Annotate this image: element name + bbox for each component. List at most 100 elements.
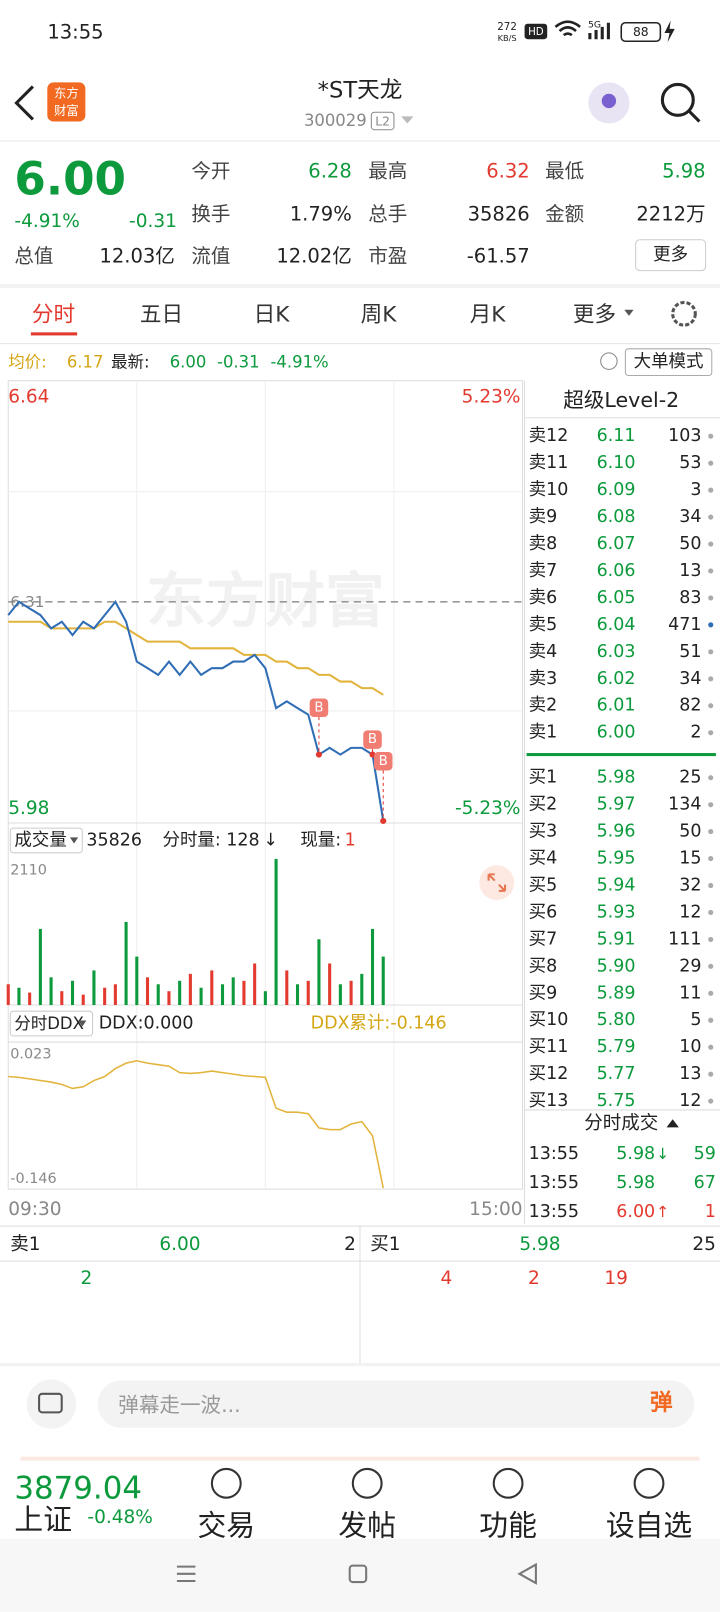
book-price: 5.80 [597, 1010, 636, 1030]
more-button-text[interactable]: 更多 [653, 245, 688, 265]
barrage-placeholder[interactable]: 弹幕走一波... [118, 1393, 240, 1417]
book-price: 6.03 [597, 642, 636, 662]
signal-icon [588, 22, 610, 40]
tab[interactable]: 更多 [573, 302, 616, 327]
book-label: 买7 [529, 929, 558, 949]
book-dot [708, 936, 714, 942]
volume-selector[interactable] [9, 827, 83, 854]
book-dot [708, 595, 714, 601]
volume-bar [274, 858, 278, 1006]
trade-time: 13:55 [529, 1144, 579, 1164]
nav-icon [492, 1467, 524, 1499]
book-dot [708, 882, 714, 889]
more-button[interactable] [635, 239, 707, 272]
trade-time: 13:55 [529, 1173, 579, 1193]
book-price: 6.07 [597, 534, 636, 554]
book-label: 卖4 [529, 642, 558, 662]
search-button[interactable] [660, 82, 695, 117]
bq-volume: 2 [344, 1234, 356, 1255]
nav-item[interactable]: 交易 [197, 1508, 255, 1542]
book-dot [708, 829, 714, 835]
volume-bar [295, 984, 300, 1006]
home-button[interactable] [348, 1564, 368, 1584]
nav-item[interactable]: 设自选 [606, 1508, 692, 1542]
selector-arrow [69, 837, 79, 844]
mode-button-text[interactable]: 大单模式 [634, 352, 704, 372]
tab[interactable]: 日K [254, 302, 291, 327]
book-price: 6.02 [597, 669, 636, 689]
tab[interactable]: 五日 [140, 302, 183, 327]
stock-code: 300029 [304, 111, 367, 130]
book-volume: 50 [679, 534, 701, 554]
settings-button[interactable] [671, 300, 697, 327]
nav-item[interactable]: 功能 [479, 1508, 537, 1542]
expand-button[interactable] [479, 865, 515, 901]
book-price: 5.96 [597, 822, 636, 842]
ddx-cum: DDX累计:-0.146 [311, 1014, 447, 1034]
book-volume: 12 [679, 902, 701, 922]
book-label: 买5 [529, 876, 558, 896]
field-label: 总值 [14, 245, 53, 268]
ddx-selector[interactable] [9, 1010, 94, 1037]
book-label: 买2 [529, 795, 558, 815]
level-badge [370, 111, 395, 131]
book-label: 买4 [529, 849, 558, 869]
index-change[interactable]: -0.48% [87, 1507, 152, 1528]
logo [47, 82, 86, 122]
book-label: 买12 [529, 1064, 569, 1084]
volume-bar [220, 984, 225, 1006]
tab[interactable]: 月K [470, 302, 507, 327]
book-volume: 32 [679, 876, 701, 896]
trade-point [380, 817, 387, 824]
barrage-button[interactable]: 弹 [650, 1390, 673, 1416]
book-dot [708, 1044, 714, 1050]
time-end: 15:00 [469, 1199, 522, 1220]
tab[interactable]: 周K [361, 302, 398, 327]
selector-arrow [78, 1020, 87, 1027]
book-label: 卖10 [529, 480, 569, 500]
field-value: 6.28 [308, 159, 351, 182]
bq-row: 2 [528, 1268, 540, 1289]
book-volume: 50 [679, 822, 701, 842]
book-dot [708, 568, 714, 574]
book-dot [708, 433, 714, 439]
nav-icon [210, 1467, 242, 1499]
status-hd: HD [528, 26, 544, 38]
barrage-settings[interactable] [26, 1379, 77, 1429]
logo-text: 东方 [54, 86, 79, 101]
book-label: 买6 [529, 902, 558, 922]
bq-row: 19 [604, 1268, 628, 1289]
index-name[interactable]: 上证 [14, 1502, 72, 1536]
index-value[interactable]: 3879.04 [14, 1470, 142, 1506]
book-volume: 103 [668, 426, 701, 446]
book-label: 买9 [529, 983, 558, 1003]
book-volume: 2 [690, 723, 701, 743]
book-price: 6.04 [597, 615, 636, 635]
volume-bar [370, 928, 375, 1006]
book-dot [708, 703, 714, 709]
trades-title: 分时成交 [584, 1113, 658, 1134]
menu-button[interactable] [176, 1565, 196, 1583]
book-volume: 11 [679, 983, 701, 1003]
tab[interactable]: 分时 [32, 302, 75, 327]
mode-button[interactable] [624, 348, 713, 377]
book-label: 卖3 [529, 669, 558, 689]
barrage-input[interactable] [97, 1380, 695, 1428]
last-change: -0.31 [217, 353, 260, 372]
back-button[interactable] [14, 85, 35, 121]
book-volume: 29 [679, 956, 701, 976]
field-value: -61.57 [467, 245, 530, 268]
trade-marker-text: B [368, 732, 377, 747]
book-dot [708, 730, 714, 736]
book-price: 5.95 [597, 849, 636, 869]
robot-eye [601, 93, 617, 109]
time-start: 09:30 [8, 1199, 61, 1220]
field-label: 总手 [368, 203, 407, 226]
book-price: 6.08 [597, 507, 636, 527]
book-dot [708, 855, 714, 862]
nav-item[interactable]: 发帖 [338, 1508, 396, 1542]
y-min-label: 5.98 [8, 798, 49, 819]
back-nav-button[interactable] [517, 1562, 537, 1585]
bq-label: 卖1 [10, 1234, 40, 1255]
volume-total: 35826 [86, 830, 142, 850]
